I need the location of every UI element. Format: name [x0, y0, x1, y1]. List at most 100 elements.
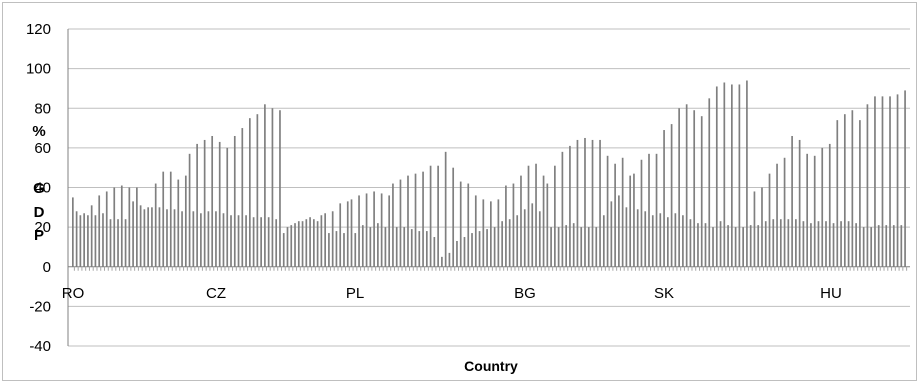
bar-stub [559, 266, 561, 271]
category-label: SK [654, 285, 674, 302]
y-tick-label: 80 [34, 100, 51, 117]
bar [188, 153, 191, 267]
bar-stub [141, 266, 143, 271]
bar-stub [601, 266, 603, 271]
bar-stub [269, 266, 271, 271]
bar [866, 104, 869, 267]
bar [719, 221, 722, 267]
bar-stub [597, 266, 599, 271]
bar [422, 171, 424, 267]
bar [305, 219, 308, 267]
bar-stub [393, 266, 395, 271]
bar [764, 221, 767, 267]
bar [798, 139, 801, 267]
bar-stub [254, 266, 256, 271]
bar [237, 215, 240, 267]
bar-stub [484, 266, 486, 271]
bar-stub [360, 266, 362, 271]
bar [478, 231, 481, 267]
bar [704, 223, 707, 267]
bar [248, 118, 251, 267]
bar-stub [85, 266, 87, 271]
bar [493, 227, 496, 267]
bar [828, 143, 831, 267]
bar [207, 211, 210, 267]
bar [173, 209, 176, 267]
category-label: RO [62, 285, 85, 302]
bar-stub [552, 266, 554, 271]
bar [331, 211, 334, 267]
bar-stub [695, 266, 697, 271]
bar-stub [299, 266, 301, 271]
bar-stub [699, 266, 700, 271]
bar [290, 225, 293, 267]
bar [791, 135, 793, 267]
bar-stub [770, 266, 772, 271]
bar-stub [130, 266, 132, 271]
bar [433, 237, 436, 267]
bar [847, 221, 850, 267]
bar [474, 195, 477, 267]
bar-stub [115, 266, 117, 271]
bar [441, 256, 443, 267]
bar-stub [687, 266, 689, 271]
bar [354, 233, 357, 267]
bar-stub [755, 266, 757, 271]
bar [233, 135, 236, 267]
bar-stub [235, 266, 237, 271]
bar [614, 163, 616, 267]
bar [644, 211, 647, 267]
bar-stub [631, 266, 633, 271]
bar [874, 96, 876, 267]
bar-stub [390, 266, 392, 271]
bar [810, 223, 812, 267]
bar-stub [322, 266, 324, 271]
bar-stub [152, 266, 154, 271]
bar-stub [665, 266, 667, 271]
bar-stub [198, 266, 200, 271]
bar-stub [740, 266, 742, 271]
bar [226, 147, 229, 267]
bar [256, 114, 259, 267]
bar [399, 179, 402, 267]
bar-stub [540, 266, 542, 271]
bar [734, 227, 737, 267]
bar-stub [495, 266, 497, 271]
bar [320, 215, 323, 267]
bar-stub [250, 266, 252, 271]
bar-stub [232, 266, 234, 271]
bar-stub [73, 266, 75, 271]
bar [177, 179, 180, 267]
x-axis-title: Country [464, 358, 518, 374]
bar-stub [480, 266, 482, 271]
bar-stub [171, 266, 173, 271]
bar [712, 227, 714, 267]
bar-stub [401, 266, 403, 271]
bar-stub [563, 266, 565, 271]
bar-stub [442, 266, 444, 271]
bar-stub [747, 266, 749, 271]
bar [486, 229, 488, 267]
bar [392, 183, 394, 267]
bar [136, 187, 138, 267]
bar [561, 151, 564, 267]
bar [132, 201, 134, 267]
bar-stub [872, 266, 874, 271]
bar-stub [356, 266, 358, 271]
bar-stub [729, 266, 731, 271]
bar-stub [834, 266, 836, 271]
bar-stub [81, 266, 83, 271]
y-tick-labels: -40 -20 0 20 40 60 80 100 120 [26, 21, 51, 355]
chart-frame: -40 -20 0 20 40 60 80 100 120 RO CZ PL BG SK HU % G D P … [2, 2, 917, 381]
bar-stub [265, 266, 267, 271]
bar-stub [804, 266, 806, 271]
bar-stub [864, 266, 866, 271]
bar [380, 193, 383, 267]
bar [825, 221, 827, 267]
bar [651, 215, 654, 267]
bar [105, 191, 108, 267]
bar [282, 233, 285, 267]
bar [425, 231, 428, 267]
bar-stub [378, 266, 380, 271]
bar [98, 195, 101, 267]
